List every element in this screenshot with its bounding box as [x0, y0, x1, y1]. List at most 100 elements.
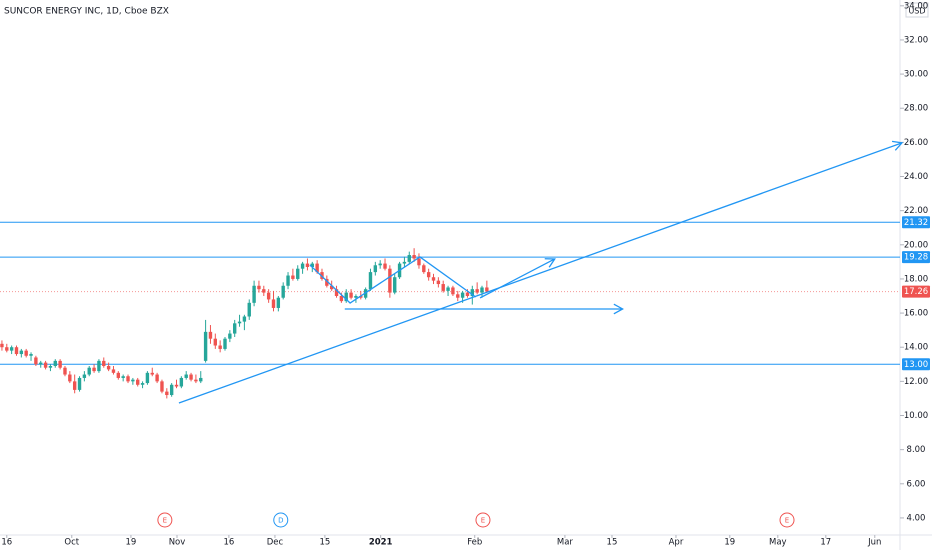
candle-body: [300, 263, 305, 269]
x-tick-label: 15: [319, 538, 330, 548]
candle-body: [359, 296, 363, 298]
price-label-box: [902, 358, 930, 371]
candle-body: [77, 377, 82, 390]
candle-body: [344, 292, 348, 302]
price-label-box: [902, 216, 930, 229]
candle-body: [189, 374, 193, 380]
candle-body: [150, 372, 154, 375]
x-tick-label: 16: [223, 538, 234, 548]
candle-body: [237, 321, 242, 324]
event-label: E: [785, 517, 789, 525]
candle-body: [475, 289, 479, 293]
y-tick-label: 32.00: [904, 35, 928, 45]
candle-body: [43, 362, 48, 368]
candle-body: [242, 316, 247, 322]
y-tick-label: 22.00: [904, 206, 928, 216]
candle-body: [34, 357, 38, 365]
price-label: 21.32: [904, 218, 928, 228]
candle-body: [257, 285, 261, 290]
candle-body: [87, 367, 91, 375]
candle-body: [121, 376, 125, 378]
trend-line: [309, 256, 477, 304]
candle-body: [412, 255, 416, 259]
candle-body: [281, 285, 285, 298]
candle-body: [165, 391, 169, 396]
candle-body: [14, 347, 19, 355]
x-tick-label: 16: [1, 538, 12, 548]
y-tick-label: 20.00: [904, 240, 928, 250]
candle-body: [228, 333, 232, 339]
x-tick-label: Jun: [867, 538, 881, 548]
arrow-head: [613, 303, 624, 315]
candle-body: [339, 296, 344, 302]
currency-box: [905, 2, 929, 18]
candle-body: [247, 302, 251, 317]
candle-body: [63, 367, 67, 375]
candle-body: [276, 297, 281, 308]
candle-body: [354, 296, 358, 298]
candle-body: [218, 345, 222, 349]
x-tick-label: 19: [724, 538, 735, 548]
candle-body: [58, 360, 62, 368]
event-marker: [273, 512, 289, 528]
currency: USD: [908, 7, 925, 16]
candle-body: [111, 369, 116, 373]
candle-body: [126, 376, 130, 382]
candle-body: [296, 268, 300, 279]
candle-body: [199, 377, 203, 382]
trend-line: [178, 142, 903, 404]
candle-body: [53, 360, 57, 366]
y-tick-label: 4.00: [907, 513, 926, 523]
y-tick-label: 16.00: [904, 309, 928, 319]
x-tick-label: Oct: [64, 538, 79, 548]
candle-body: [184, 374, 188, 378]
y-tick-label: 26.00: [904, 138, 928, 148]
candle-body: [203, 331, 208, 361]
candle-body: [465, 292, 470, 297]
last-price-label: 17.26: [904, 287, 928, 297]
candle-body: [271, 299, 276, 308]
candle-body: [131, 379, 135, 382]
candle-body: [233, 323, 237, 334]
x-tick-label: 15: [607, 538, 618, 548]
candle-body: [305, 263, 310, 267]
candle-body: [174, 384, 179, 387]
candle-body: [431, 277, 436, 281]
candle-body: [92, 367, 96, 372]
candle-body: [368, 272, 373, 290]
event-marker: [475, 512, 491, 528]
arrow-head: [544, 258, 556, 268]
candle-body: [9, 347, 14, 351]
candle-body: [145, 372, 150, 384]
event-label: D: [278, 517, 283, 525]
candle-body: [402, 261, 407, 264]
y-tick-label: 10.00: [904, 411, 928, 421]
candle-body: [194, 379, 198, 382]
candle-body: [29, 354, 33, 356]
candle-body: [460, 292, 465, 298]
event-label: E: [163, 517, 167, 525]
candle-body: [213, 338, 217, 346]
candle-body: [446, 287, 450, 291]
candle-body: [378, 263, 382, 266]
candle-body: [480, 287, 484, 293]
y-tick-label: 30.00: [904, 70, 928, 80]
x-tick-label: Feb: [467, 538, 482, 548]
candle-body: [485, 287, 489, 292]
y-tick-label: 14.00: [904, 343, 928, 353]
candle-body: [262, 289, 266, 293]
candle-body: [388, 268, 392, 293]
candle-body: [266, 292, 271, 300]
x-tick-label: Mar: [557, 538, 574, 548]
candle-body: [456, 294, 460, 298]
y-tick-label: 6.00: [907, 479, 926, 489]
candle-body: [208, 331, 213, 339]
candle-body: [325, 278, 329, 286]
candle-body: [441, 284, 445, 291]
candle-body: [72, 381, 77, 390]
candle-body: [334, 289, 339, 297]
candle-body: [407, 255, 411, 262]
candle-body: [140, 383, 145, 385]
candle-body: [82, 374, 87, 378]
